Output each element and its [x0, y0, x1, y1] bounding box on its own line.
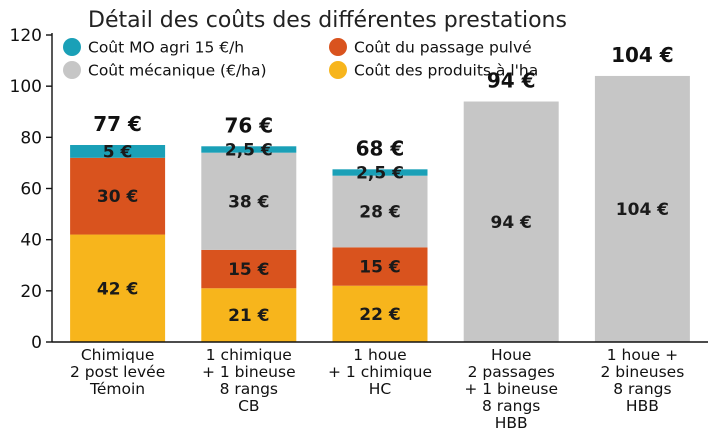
total-label: 76 €: [224, 113, 273, 137]
data-label: 42 €: [97, 279, 138, 299]
total-label: 68 €: [356, 136, 405, 160]
y-tick-label: 20: [20, 282, 42, 302]
bar-segment: [332, 285, 428, 342]
category-label-line: HBB: [495, 414, 528, 432]
category-label-line: HBB: [626, 397, 659, 415]
bar-segment: [201, 146, 297, 153]
legend-item: Coût des produits à l'ha: [329, 61, 538, 80]
data-label: 94 €: [490, 213, 531, 233]
data-label: 15 €: [228, 260, 269, 280]
legend-swatch: [63, 61, 81, 79]
legend-item: Coût mécanique (€/ha): [63, 61, 267, 80]
legend-item: Coût du passage pulvé: [329, 38, 532, 57]
data-label: 15 €: [359, 258, 400, 278]
legend-label: Coût MO agri 15 €/h: [88, 39, 244, 57]
category-label-line: Houe: [491, 346, 532, 364]
bar-segment: [70, 145, 166, 158]
legend-swatch: [329, 38, 347, 56]
bar-group: 21 € 15 € 38 € 2,5 € 76 €: [201, 113, 297, 342]
category-label-line: 1 houe: [353, 346, 406, 364]
legend-item: Coût MO agri 15 €/h: [63, 38, 244, 57]
y-tick-label: 100: [10, 77, 42, 97]
category-label-line: HC: [369, 380, 391, 398]
category-label: 1 houe + 1 chimique HC: [328, 346, 432, 398]
category-label: Houe 2 passages + 1 bineuse 8 rangs HBB: [464, 346, 558, 432]
legend-label: Coût mécanique (€/ha): [88, 62, 267, 80]
bar-segment: [332, 247, 428, 286]
data-label: 28 €: [359, 203, 400, 223]
data-label: 2,5 €: [356, 164, 404, 184]
category-label-line: Chimique: [81, 346, 155, 364]
bar-segment: [201, 288, 297, 342]
total-label: 94 €: [487, 69, 536, 93]
category-label-line: Témoin: [89, 380, 145, 398]
bar-group: 104 € 104 €: [594, 43, 690, 342]
data-label: 2,5 €: [225, 140, 273, 160]
data-label: 38 €: [228, 192, 269, 212]
category-label-line: 1 chimique: [206, 346, 292, 364]
data-label: 30 €: [97, 187, 138, 207]
category-label: 1 chimique + 1 bineuse 8 rangs CB: [202, 346, 296, 415]
bars: 42 € 30 € 5 € 77 € 21 € 15 € 38 € 2,5 € 76 € 22 €…: [70, 43, 690, 343]
total-label: 77 €: [93, 112, 142, 136]
bar-segment: [463, 101, 559, 343]
category-label-line: 2 post levée: [70, 363, 165, 381]
y-axis: 0 20 40 60 80 100 120: [10, 26, 53, 353]
bar-segment: [201, 152, 297, 250]
category-label: 1 houe +2 bineuses 8 rangs HBB: [600, 346, 684, 415]
category-label-line: 8 rangs: [482, 397, 540, 415]
legend-swatch: [329, 61, 347, 79]
category-label: Chimique 2 post levée Témoin: [70, 346, 165, 398]
category-label-line: + 1 bineuse: [202, 363, 296, 381]
y-tick-label: 0: [31, 333, 42, 353]
y-tick-label: 60: [20, 180, 42, 200]
category-label-line: 2 passages: [468, 363, 555, 381]
data-label: 21 €: [228, 306, 269, 326]
data-label: 22 €: [359, 305, 400, 325]
chart-title: Détail des coûts des différentes prestat…: [88, 8, 567, 33]
category-label-line: + 1 bineuse: [464, 380, 558, 398]
bar-segment: [70, 157, 166, 235]
bar-segment: [594, 75, 690, 342]
legend-label: Coût des produits à l'ha: [354, 62, 538, 80]
y-tick-label: 80: [20, 128, 42, 148]
bar-segment: [70, 234, 166, 342]
category-label-line: 2 bineuses: [600, 363, 684, 381]
total-label: 104 €: [611, 43, 674, 67]
legend-swatch: [63, 38, 81, 56]
y-tick-label: 120: [10, 26, 42, 46]
category-label-line: 8 rangs: [220, 380, 278, 398]
category-label-line: CB: [238, 397, 259, 415]
legend: Coût MO agri 15 €/h Coût du passage pulvé…: [63, 38, 538, 80]
bar-segment: [201, 249, 297, 289]
bar-segment: [332, 175, 428, 248]
bar-group: 94 € 94 €: [463, 69, 559, 343]
category-label-line: 8 rangs: [613, 380, 671, 398]
bar-group: 22 € 15 € 28 € 2,5 € 68 €: [332, 136, 428, 342]
bar-group: 42 € 30 € 5 € 77 €: [70, 112, 166, 342]
legend-label: Coût du passage pulvé: [354, 39, 532, 57]
category-label-line: 1 houe +: [607, 346, 678, 364]
category-label-line: + 1 chimique: [328, 363, 432, 381]
data-label: 5 €: [103, 142, 133, 162]
y-tick-label: 40: [20, 231, 42, 251]
bar-segment: [332, 169, 428, 176]
data-label: 104 €: [616, 200, 669, 220]
